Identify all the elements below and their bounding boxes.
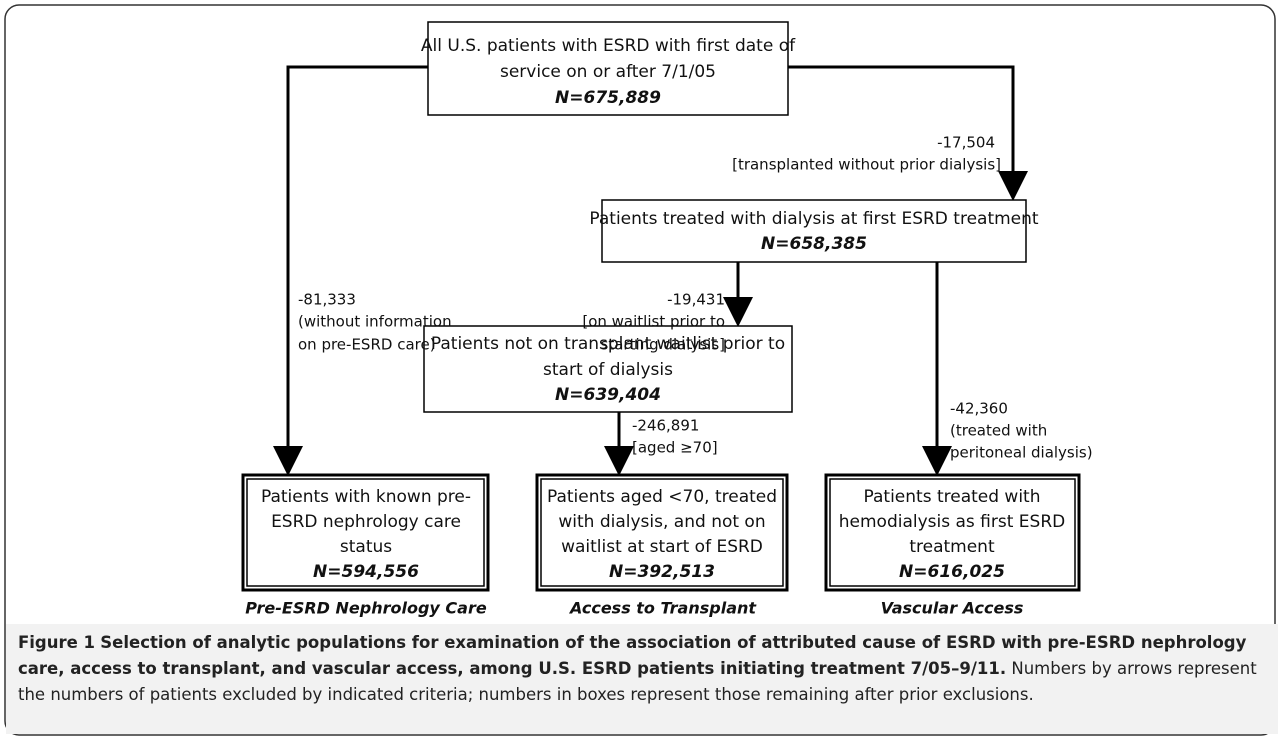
caption-text: Numbers by arrows represent the numbers … (18, 659, 1257, 704)
node-text: status (340, 537, 392, 557)
node-n: N=658,385 (761, 234, 867, 254)
edge-label: -246,891 (632, 417, 699, 435)
edge-label: [transplanted without prior dialysis] (732, 156, 1001, 174)
edge-label: on pre-ESRD care) (298, 336, 436, 354)
node-text: Patients not on transplant waitlist prio… (431, 334, 785, 354)
edge-label: -17,504 (937, 134, 995, 152)
node-n: N=616,025 (899, 562, 1005, 582)
edge-label: -42,360 (950, 400, 1008, 418)
group-label: Vascular Access (881, 599, 1024, 618)
edge-label: (treated with (950, 422, 1047, 440)
node-text: Patients aged <70, treated (547, 487, 777, 507)
edge-label: -81,333 (298, 291, 356, 309)
edge-label: peritoneal dialysis) (950, 444, 1093, 462)
node-text: service on or after 7/1/05 (500, 62, 716, 82)
node-n: N=594,556 (313, 562, 419, 582)
node-n: N=675,889 (555, 88, 661, 108)
group-label: Access to Transplant (568, 599, 757, 618)
edge-label: starting dialysis] (601, 336, 725, 354)
node-text: hemodialysis as first ESRD (839, 512, 1066, 532)
boxes (241, 21, 1081, 592)
node-text: Patients with known pre- (261, 487, 471, 507)
edge-label: (without information (298, 313, 452, 331)
arrows (273, 65, 1028, 476)
group-label: Pre-ESRD Nephrology Care (245, 599, 487, 618)
node-text: Patients treated with dialysis at first … (589, 209, 1039, 229)
node-text: waitlist at start of ESRD (561, 537, 763, 557)
edge-label: [aged ≥70] (632, 439, 718, 457)
frame (4, 4, 1276, 736)
node-text: Patients treated with (864, 487, 1041, 507)
edge-label: -19,431 (667, 291, 725, 309)
node-text: start of dialysis (543, 360, 673, 380)
caption: Figure 1 Selection of analytic populatio… (6, 624, 1278, 734)
edge-label: [on waitlist prior to (582, 313, 725, 331)
node-n: N=392,513 (609, 562, 715, 582)
node-text: with dialysis, and not on (558, 512, 765, 532)
caption-title: Selection of analytic populations for ex… (18, 633, 1247, 678)
node-n: N=639,404 (555, 385, 661, 405)
node-text: treatment (909, 537, 995, 557)
node-text: ESRD nephrology care (271, 512, 461, 532)
caption-figure: Figure 1 (18, 633, 96, 652)
node-text: All U.S. patients with ESRD with first d… (421, 36, 796, 56)
